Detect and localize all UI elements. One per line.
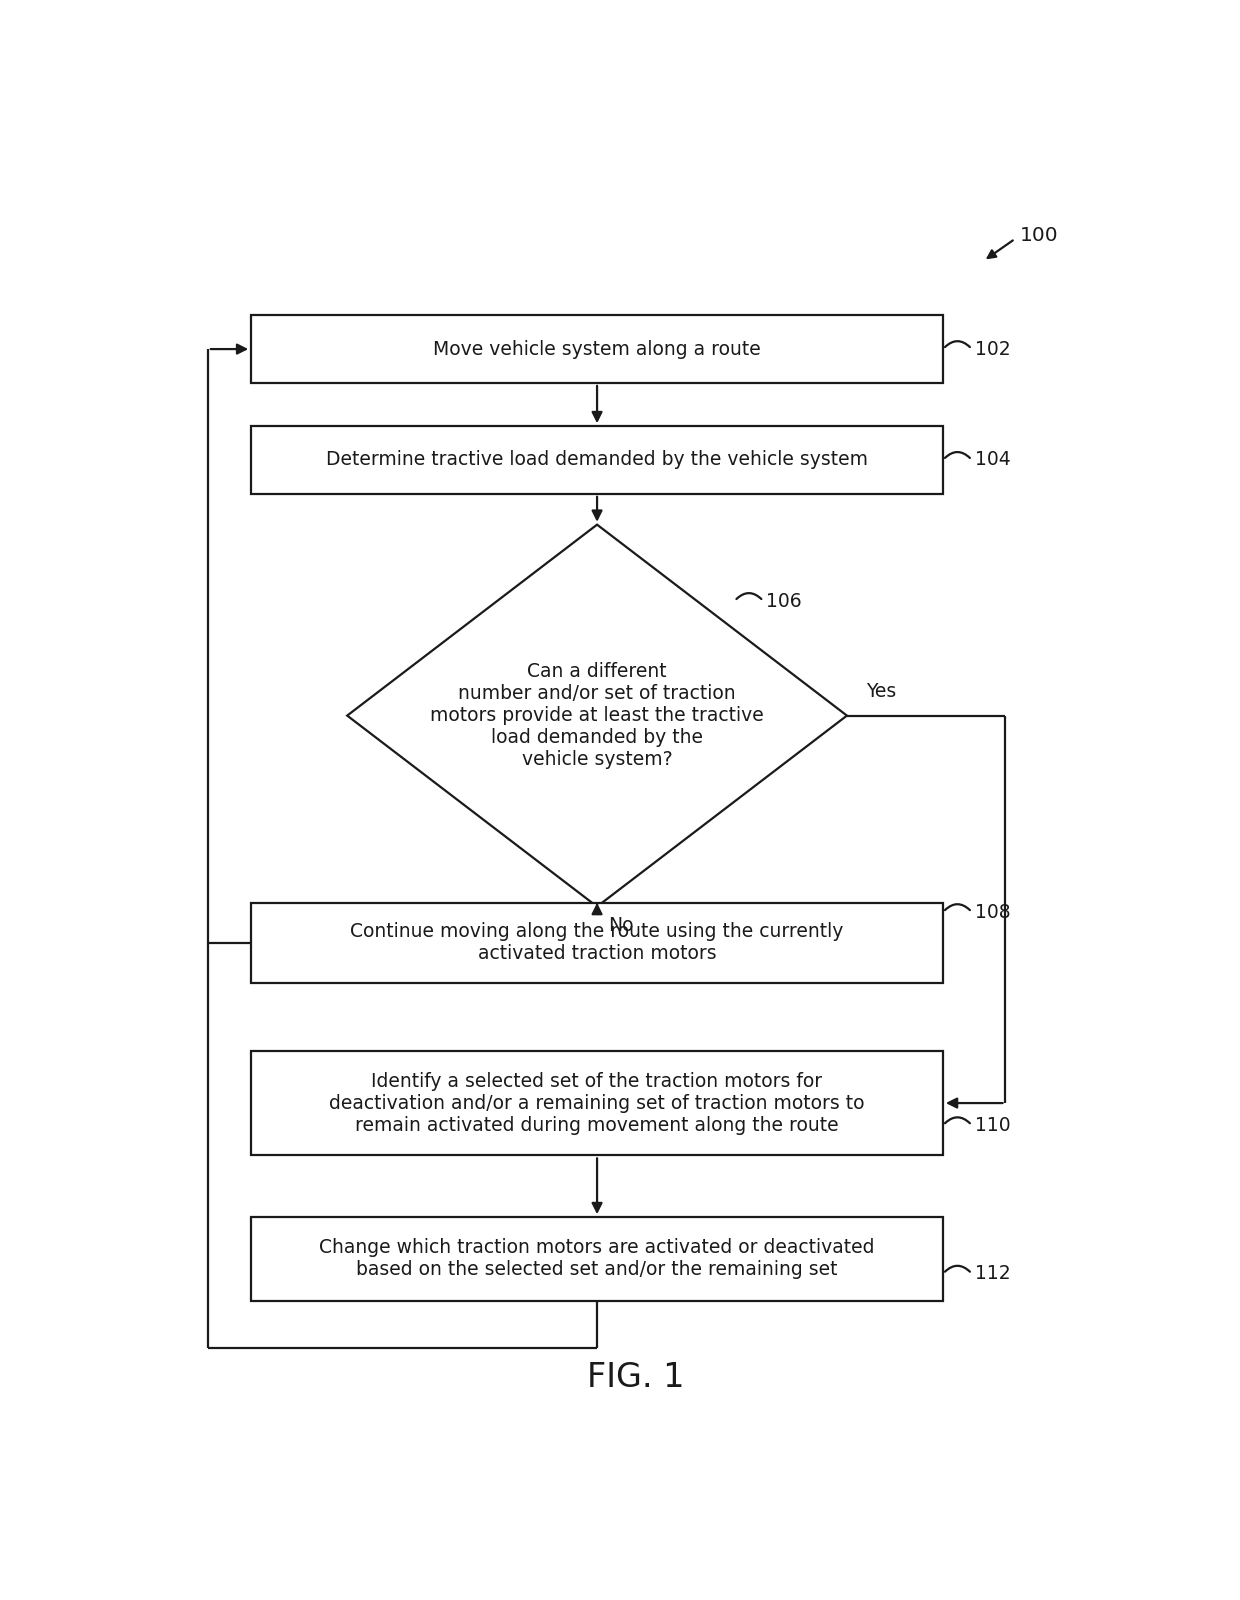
Text: Change which traction motors are activated or deactivated
based on the selected : Change which traction motors are activat… <box>320 1238 874 1280</box>
Text: FIG. 1: FIG. 1 <box>587 1360 684 1394</box>
Text: 104: 104 <box>975 451 1011 469</box>
Text: No: No <box>609 917 634 936</box>
Text: Continue moving along the route using the currently
activated traction motors: Continue moving along the route using th… <box>351 923 843 963</box>
Text: 106: 106 <box>766 592 802 611</box>
Text: 112: 112 <box>975 1264 1011 1283</box>
Text: Determine tractive load demanded by the vehicle system: Determine tractive load demanded by the … <box>326 451 868 469</box>
Polygon shape <box>347 525 847 907</box>
Text: 100: 100 <box>1019 226 1059 245</box>
FancyBboxPatch shape <box>250 426 942 494</box>
FancyBboxPatch shape <box>250 1051 942 1155</box>
Text: 110: 110 <box>975 1115 1011 1134</box>
FancyBboxPatch shape <box>250 1218 942 1301</box>
FancyBboxPatch shape <box>250 315 942 382</box>
Text: Can a different
number and/or set of traction
motors provide at least the tracti: Can a different number and/or set of tra… <box>430 662 764 770</box>
FancyBboxPatch shape <box>250 902 942 982</box>
Text: Move vehicle system along a route: Move vehicle system along a route <box>433 339 761 358</box>
Text: 102: 102 <box>975 339 1011 358</box>
Text: Identify a selected set of the traction motors for
deactivation and/or a remaini: Identify a selected set of the traction … <box>330 1072 864 1134</box>
Text: Yes: Yes <box>866 682 897 701</box>
Text: 108: 108 <box>975 902 1011 922</box>
